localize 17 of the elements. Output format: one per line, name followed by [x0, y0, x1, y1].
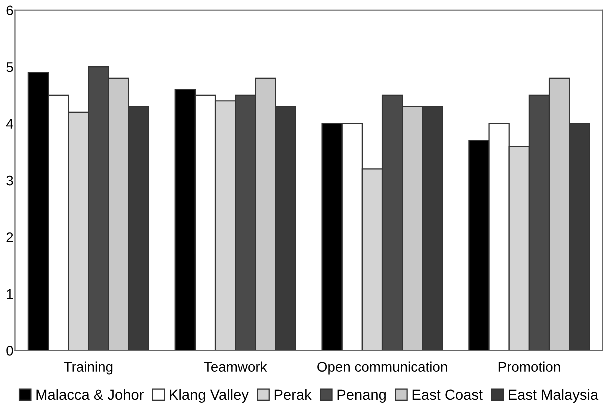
- y-tick-label: 1: [7, 289, 14, 299]
- y-tick-label: 2: [6, 232, 14, 242]
- legend-label: Penang: [338, 390, 386, 403]
- legend-label: East Malaysia: [509, 389, 599, 403]
- x-tick-label: Open communication: [318, 362, 448, 375]
- x-tick-label: Teamwork: [204, 362, 268, 372]
- legend-label: Malacca & Johor: [36, 389, 144, 400]
- y-tick-label: 4: [6, 119, 14, 129]
- y-tick-label: 0: [6, 346, 14, 356]
- y-tick-label: 6: [6, 6, 14, 16]
- x-tick-label: Promotion: [498, 362, 560, 372]
- y-tick-label: 5: [6, 62, 14, 72]
- x-tick-label: Training: [64, 362, 113, 375]
- legend-label: East Coast: [412, 390, 483, 400]
- y-tick-label: 3: [6, 176, 14, 186]
- legend-label: Perak: [274, 389, 312, 400]
- legend-label: Klang Valley: [170, 389, 249, 403]
